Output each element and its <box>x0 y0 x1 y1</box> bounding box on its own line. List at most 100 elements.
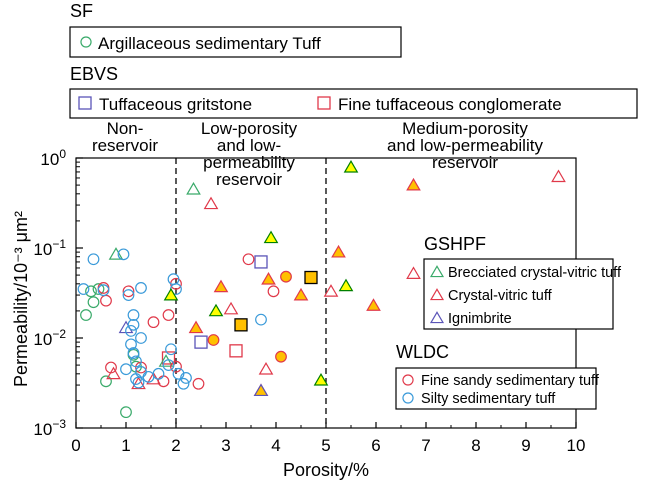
y-tick-label: 10−1 <box>33 237 66 259</box>
x-tick-label: 10 <box>567 436 586 455</box>
data-point <box>162 359 175 371</box>
data-point <box>117 248 130 261</box>
legend-label: Silty sedimentary tuff <box>421 391 556 407</box>
data-point <box>127 309 140 321</box>
data-point <box>313 372 329 386</box>
legend-label: Argillaceous sedimentary Tuff <box>98 34 321 53</box>
data-point <box>192 377 205 390</box>
zone-label-line: and low-permeability <box>387 136 543 155</box>
legend-box <box>69 88 638 119</box>
y-tick-label: 10−2 <box>33 327 66 349</box>
legend-marker <box>402 392 414 404</box>
data-point <box>255 313 267 326</box>
data-point <box>366 298 381 311</box>
data-point <box>194 335 208 349</box>
data-point <box>208 303 224 317</box>
x-tick-label: 5 <box>321 436 330 455</box>
legend-label: Fine sandy sedimentary tuff <box>421 373 600 389</box>
data-point <box>108 247 124 260</box>
legend-title: EBVS <box>70 64 118 84</box>
data-point <box>130 355 142 368</box>
x-tick-label: 6 <box>371 436 380 455</box>
data-point <box>223 301 239 315</box>
zone-label-line: reservoir <box>216 170 282 189</box>
data-point <box>87 253 100 266</box>
legend-label: Crystal-vitric tuff <box>448 288 553 304</box>
data-point <box>130 373 142 385</box>
data-point <box>105 361 117 374</box>
legend-box <box>395 367 597 410</box>
data-point <box>127 318 140 331</box>
legend-marker <box>429 288 445 301</box>
data-point <box>120 406 132 419</box>
legend-label: Brecciated crystal-vitric tuff <box>448 265 622 281</box>
y-tick-label: 10−3 <box>33 417 66 439</box>
data-point <box>254 255 268 269</box>
y-axis-label: Permeability/10⁻³ μm² <box>11 211 31 387</box>
x-tick-label: 8 <box>471 436 480 455</box>
zone-label-line: reservoir <box>92 136 158 155</box>
legend-ebvs: EBVS Tuffaceous gritstone Fine tuffaceous … <box>69 64 638 119</box>
data-point <box>170 360 182 373</box>
data-point <box>161 351 176 365</box>
data-point <box>87 296 100 309</box>
data-point <box>157 375 170 388</box>
legend-label: Fine tuffaceous conglomerate <box>338 95 562 114</box>
zone-label-line: reservoir <box>432 153 498 172</box>
x-tick-label: 0 <box>71 436 80 455</box>
data-point <box>135 282 147 294</box>
zone-label: Non-reservoir <box>92 119 158 155</box>
data-point <box>165 343 177 356</box>
data-point <box>551 169 566 183</box>
legend-wldc: WLDC Fine sandy sedimentary tuff Silty sed… <box>395 342 600 410</box>
legend-marker <box>402 374 414 386</box>
legend-title: GSHPF <box>424 234 486 254</box>
data-point <box>275 350 287 363</box>
data-point <box>406 266 421 279</box>
data-point <box>132 376 145 389</box>
data-point <box>203 196 219 210</box>
data-point <box>242 253 255 266</box>
zone-label-line: and low- <box>217 136 281 155</box>
legend-marker <box>429 311 445 324</box>
legend-box <box>423 258 614 330</box>
legend-label: Ignimbrite <box>448 311 512 327</box>
legend-title: SF <box>70 1 93 21</box>
zone-label-line: Medium-porosity <box>402 119 528 138</box>
data-point <box>323 284 339 297</box>
data-point <box>234 318 248 332</box>
legend-marker <box>80 36 92 48</box>
data-point <box>131 376 146 390</box>
data-point <box>177 377 190 390</box>
data-point <box>120 363 132 376</box>
data-point <box>267 285 280 298</box>
x-tick-label: 9 <box>521 436 530 455</box>
data-point <box>127 347 140 359</box>
data-point <box>100 375 112 388</box>
data-point <box>122 285 135 298</box>
x-tick-label: 1 <box>121 436 130 455</box>
data-point <box>97 284 110 297</box>
data-point <box>280 270 292 283</box>
x-tick-label: 2 <box>171 436 180 455</box>
data-point <box>338 278 354 292</box>
legend-box <box>69 26 402 58</box>
data-point <box>122 289 135 301</box>
data-point <box>253 383 269 397</box>
data-point <box>261 272 276 285</box>
legend-gshpf: GSHPF Brecciated crystal-vitric tuff Cryst… <box>423 234 622 330</box>
y-tick-label: 100 <box>40 147 66 169</box>
legend-marker <box>317 96 331 110</box>
data-point <box>188 320 204 334</box>
x-tick-label: 7 <box>421 436 430 455</box>
data-point <box>304 270 318 285</box>
data-point <box>207 334 220 346</box>
zone-label-line: Non- <box>107 119 144 138</box>
x-axis-label: Porosity/% <box>283 460 369 480</box>
legend-marker <box>429 265 445 278</box>
data-point <box>92 283 105 295</box>
data-point <box>172 367 185 380</box>
